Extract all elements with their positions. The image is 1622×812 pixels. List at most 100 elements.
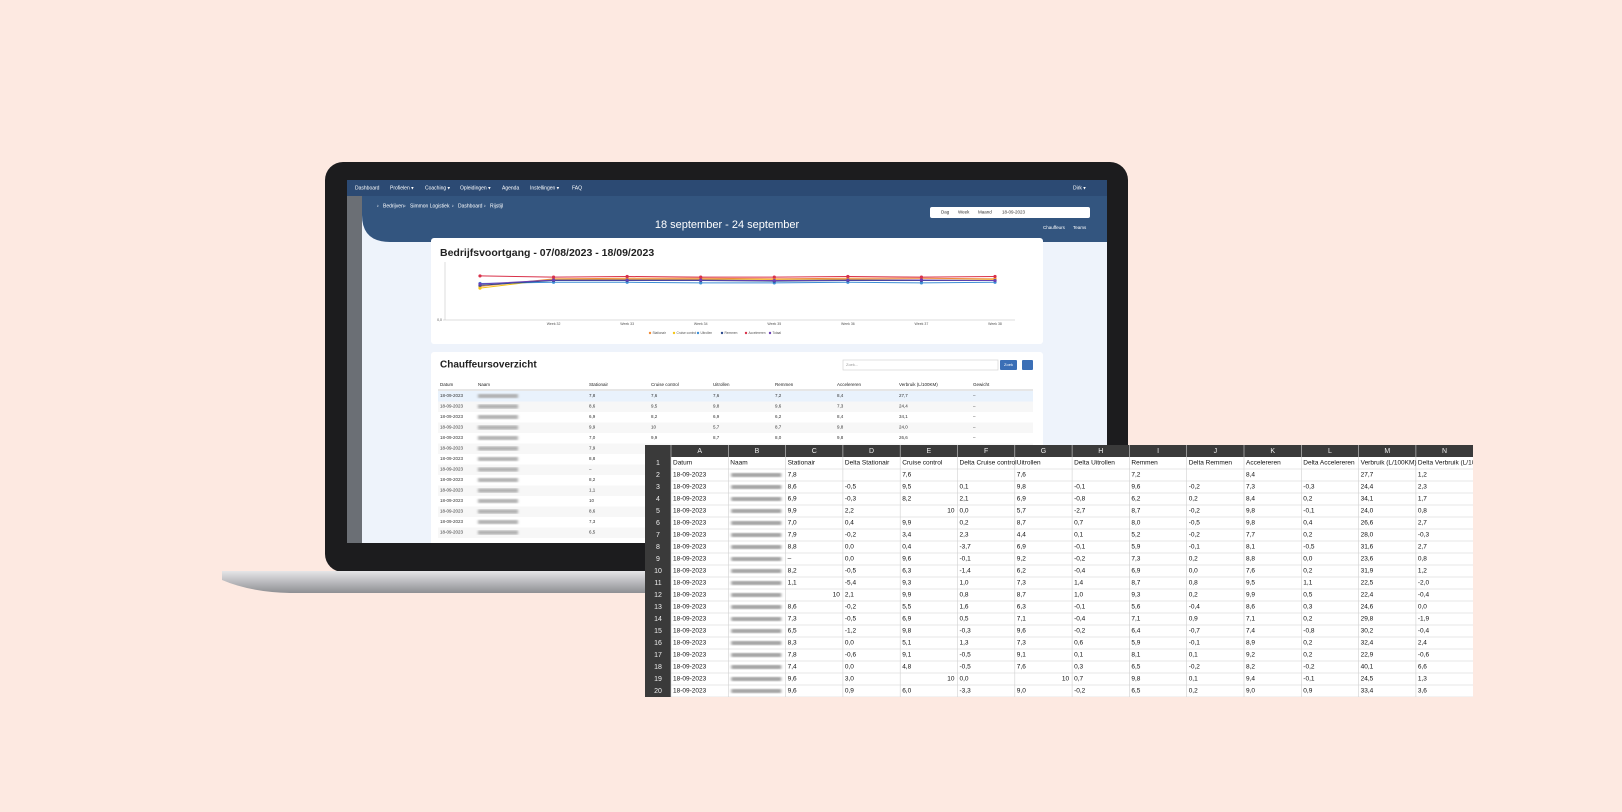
legend-swatch	[648, 331, 652, 335]
sheet-cell: 0,0	[1189, 568, 1198, 575]
sheet-cell: 0,2	[1303, 496, 1312, 503]
sheet-cell: 5,2	[1131, 532, 1140, 539]
table-cell: –	[973, 414, 976, 419]
sheet-cell: 24,4	[1361, 484, 1374, 491]
table-cell: 8,0	[775, 435, 782, 440]
legend-label[interactable]: Remmen	[725, 331, 738, 335]
table-cell: 18-09-2023	[440, 467, 464, 472]
legend-label[interactable]: Accelereren	[749, 331, 766, 335]
legend-label[interactable]: Uitrollen	[701, 331, 713, 335]
sheet-cell: -0,4	[1074, 568, 1086, 575]
sheet-cell: 0,4	[902, 544, 911, 551]
sheet-cell: 9,0	[1017, 688, 1026, 695]
table-cell: 18-09-2023	[440, 456, 464, 461]
sheet-cell: 32,4	[1361, 640, 1374, 647]
sheet-cell: 8,1	[1131, 652, 1140, 659]
sheet-cell: 2,7	[1418, 520, 1427, 527]
sheet-cell: 0,2	[1303, 652, 1312, 659]
table-cell: 5,7	[713, 425, 720, 430]
sheet-cell: -0,1	[1074, 604, 1086, 611]
legend-label[interactable]: Stationair	[653, 331, 667, 335]
sheet-cell: -0,2	[1189, 484, 1201, 491]
sheet-cell: 9,6	[788, 676, 797, 683]
breadcrumb-sep: ›	[452, 203, 454, 209]
y-tick-label: 0,0	[437, 318, 442, 322]
sheet-cell: Naam	[730, 460, 747, 467]
sheet-cell: 9,3	[902, 580, 911, 587]
blurred-name	[731, 509, 782, 513]
sheet-cell: 9,8	[902, 628, 911, 635]
sheet-cell: 18-09-2023	[673, 508, 707, 515]
sheet-cell: Delta Remmen	[1189, 460, 1233, 467]
sheet-cell: -0,6	[845, 652, 857, 659]
sheet-cell: Delta Cruise control	[960, 460, 1018, 467]
x-tick-label: Week 32	[547, 322, 561, 326]
nav-item[interactable]: Instellingen ▾	[530, 185, 560, 191]
sheet-cell: 7,3	[1246, 484, 1255, 491]
nav-item[interactable]: FAQ	[572, 185, 582, 191]
row-number: 6	[656, 520, 660, 527]
nav-item[interactable]: Profielen ▾	[390, 185, 414, 191]
nav-item[interactable]: Agenda	[502, 185, 519, 191]
sheet-cell: –	[788, 556, 792, 563]
sheet-cell: 9,6	[788, 688, 797, 695]
legend-label[interactable]: Cruise control	[677, 331, 697, 335]
table-header: Gewicht	[973, 382, 990, 387]
table-cell: –	[589, 467, 592, 472]
sheet-cell: -0,3	[1418, 532, 1430, 539]
nav-item[interactable]: Dashboard	[355, 185, 380, 191]
sheet-cell: -0,5	[1189, 520, 1201, 527]
row-number: 9	[656, 556, 660, 563]
sheet-cell: 9,2	[1246, 652, 1255, 659]
sheet-cell: Delta Verbruik (L/100KM)	[1418, 460, 1491, 467]
sheet-cell: 0,9	[845, 688, 854, 695]
sheet-cell: 18-09-2023	[673, 484, 707, 491]
search-placeholder: Zoek...	[846, 362, 858, 367]
sheet-cell: 23,6	[1361, 556, 1374, 563]
sheet-cell: 9,2	[1017, 556, 1026, 563]
sheet-cell: 0,7	[1074, 520, 1083, 527]
sheet-cell: 0,1	[960, 484, 969, 491]
search-box[interactable]	[842, 359, 999, 371]
table-cell: 7,0	[589, 435, 596, 440]
sheet-cell: -0,5	[960, 652, 972, 659]
search-button[interactable]	[1000, 360, 1017, 370]
sheet-cell: -0,5	[845, 616, 857, 623]
sheet-cell: 28,0	[1361, 532, 1374, 539]
nav-item[interactable]: Coaching ▾	[425, 185, 451, 191]
table-cell: 34,1	[899, 414, 908, 419]
sheet-cell: 0,2	[1303, 568, 1312, 575]
data-point	[772, 275, 776, 279]
row-number: 20	[654, 688, 662, 695]
row-number: 14	[654, 616, 662, 623]
sheet-cell: 18-09-2023	[673, 604, 707, 611]
data-point	[699, 281, 703, 285]
sheet-cell: 22,4	[1361, 592, 1374, 599]
table-cell: 8,8	[589, 456, 596, 461]
sheet-cell: 8,6	[1246, 604, 1255, 611]
table-cell: 7,3	[837, 404, 844, 409]
data-point	[551, 275, 556, 279]
sheet-cell: 6,5	[788, 628, 797, 635]
sheet-cell: 8,6	[788, 484, 797, 491]
table-header: Naam	[478, 382, 490, 387]
sheet-cell: 8,2	[902, 496, 911, 503]
column-letter: N	[1442, 448, 1447, 455]
export-button[interactable]	[1022, 360, 1033, 370]
legend-swatch	[720, 331, 724, 335]
sheet-cell: Delta Uitrollen	[1074, 460, 1115, 467]
blurred-name	[478, 467, 518, 472]
legend-label[interactable]: Totaal	[773, 331, 782, 335]
sheet-cell: 0,0	[845, 544, 854, 551]
sheet-cell: 1,2	[1418, 472, 1427, 479]
sheet-cell: 6,5	[1131, 688, 1140, 695]
nav-item[interactable]: Opleidingen ▾	[460, 185, 491, 191]
sheet-cell: 18-09-2023	[673, 544, 707, 551]
sheet-cell: Datum	[673, 460, 692, 467]
sheet-cell: Delta Accelereren	[1303, 460, 1355, 467]
sheet-cell: 5,9	[1131, 544, 1140, 551]
sheet-cell: 0,3	[1303, 604, 1312, 611]
table-cell: 8,4	[837, 414, 844, 419]
blurred-name	[478, 457, 518, 461]
row-number: 13	[654, 604, 662, 611]
